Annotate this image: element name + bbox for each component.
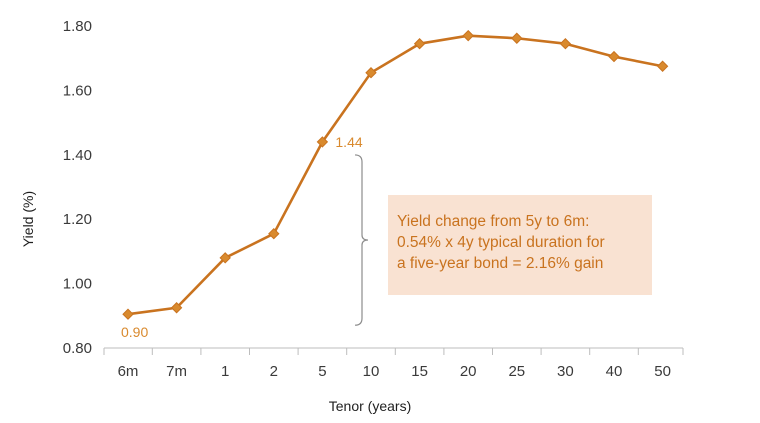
x-tick-label: 5 <box>318 363 326 380</box>
data-point-marker <box>170 302 183 314</box>
data-point-marker <box>365 66 377 79</box>
data-label: 0.90 <box>121 324 148 340</box>
data-point-marker <box>413 38 426 50</box>
y-tick-label: 1.20 <box>63 211 92 228</box>
data-point-marker <box>122 308 134 320</box>
series-layer <box>122 29 669 320</box>
annotation-line: 0.54% x 4y typical duration for <box>397 234 605 251</box>
y-tick-label: 1.80 <box>63 18 92 35</box>
annotation-bracket <box>354 154 369 326</box>
annotation-line: a five-year bond = 2.16% gain <box>397 255 603 272</box>
x-tick-label: 40 <box>606 363 623 380</box>
data-point-marker <box>511 32 523 44</box>
axes <box>103 347 684 355</box>
x-axis-title: Tenor (years) <box>329 398 411 414</box>
x-tick-label: 20 <box>460 363 477 380</box>
x-tick-label: 30 <box>557 363 574 380</box>
data-point-marker <box>462 29 474 42</box>
data-point-marker <box>656 60 669 72</box>
x-tick-label: 2 <box>270 363 278 380</box>
data-label: 1.44 <box>335 134 362 150</box>
annotation-box <box>388 195 652 295</box>
data-point-marker <box>316 136 329 148</box>
x-tick-label: 6m <box>118 363 139 380</box>
data-point-marker <box>219 252 231 264</box>
data-point-marker <box>268 227 280 240</box>
x-tick-label: 15 <box>411 363 428 380</box>
y-tick-label: 1.40 <box>63 147 92 164</box>
series-line <box>127 34 663 316</box>
y-tick-label: 1.60 <box>63 82 92 99</box>
x-tick-label: 50 <box>654 363 671 380</box>
y-tick-label: 0.80 <box>63 340 92 357</box>
x-tick-label: 1 <box>221 363 229 380</box>
annotation-line: Yield change from 5y to 6m: <box>397 213 589 230</box>
x-tick-label: 25 <box>508 363 525 380</box>
y-axis-title: Yield (%) <box>20 191 36 247</box>
x-tick-label: 10 <box>363 363 380 380</box>
annotation-group: Yield change from 5y to 6m: 0.54% x 4y ty… <box>354 154 652 326</box>
data-point-marker <box>608 50 620 63</box>
y-tick-label: 1.00 <box>63 276 92 293</box>
x-tick-label: 7m <box>166 363 187 380</box>
data-point-marker <box>559 38 572 50</box>
